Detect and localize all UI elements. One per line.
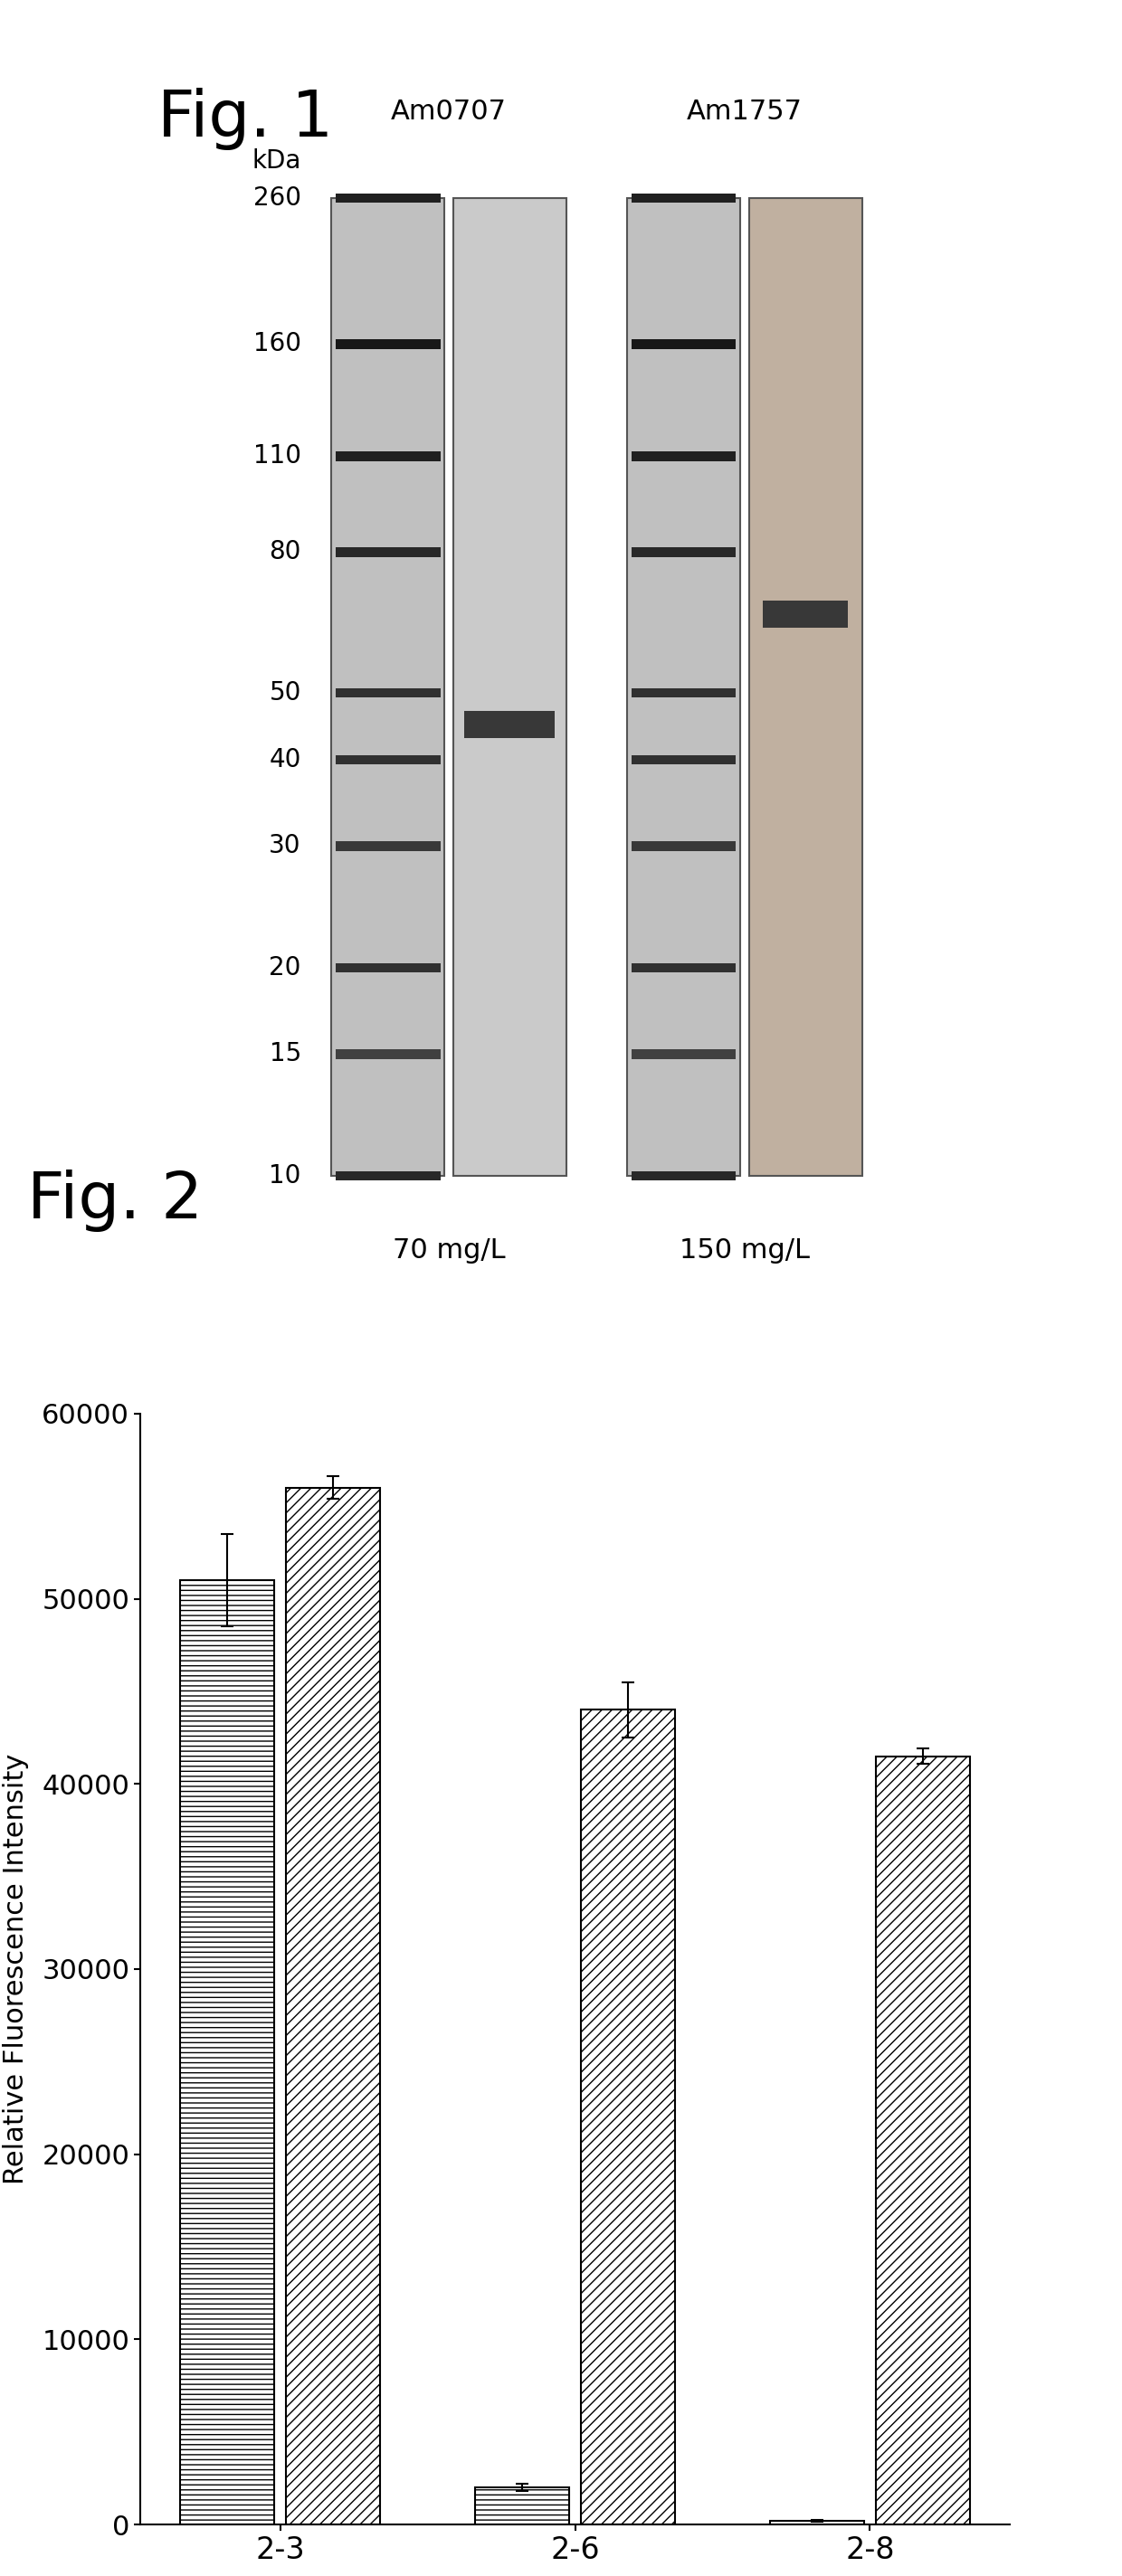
Y-axis label: Relative Fluorescence Intensity: Relative Fluorescence Intensity bbox=[3, 1754, 29, 2184]
Text: 10: 10 bbox=[269, 1164, 301, 1188]
Bar bbox=[453, 198, 567, 1175]
Text: 15: 15 bbox=[269, 1041, 301, 1066]
Bar bbox=[632, 688, 736, 698]
Text: kDa: kDa bbox=[252, 149, 301, 173]
Text: 40: 40 bbox=[269, 747, 301, 773]
Text: 160: 160 bbox=[254, 332, 301, 355]
Text: 150 mg/L: 150 mg/L bbox=[680, 1236, 810, 1262]
Bar bbox=[335, 340, 440, 348]
Bar bbox=[749, 198, 862, 1175]
Bar bbox=[332, 198, 444, 1175]
Bar bbox=[632, 1048, 736, 1059]
Text: 110: 110 bbox=[254, 443, 301, 469]
Bar bbox=[627, 198, 741, 1175]
Text: Fig. 1: Fig. 1 bbox=[157, 88, 333, 149]
Bar bbox=[335, 193, 440, 204]
Bar bbox=[180, 1579, 274, 2524]
Text: Am1757: Am1757 bbox=[687, 98, 802, 124]
Bar bbox=[335, 546, 440, 556]
Bar bbox=[632, 193, 736, 204]
Text: 70 mg/L: 70 mg/L bbox=[393, 1236, 505, 1262]
Bar bbox=[632, 451, 736, 461]
Bar bbox=[632, 1172, 736, 1180]
Bar bbox=[632, 755, 736, 765]
Bar bbox=[335, 1048, 440, 1059]
Bar bbox=[335, 688, 440, 698]
Bar bbox=[632, 340, 736, 348]
Text: Fig. 2: Fig. 2 bbox=[27, 1170, 203, 1231]
Bar bbox=[632, 963, 736, 974]
Bar bbox=[286, 1486, 380, 2524]
Text: 50: 50 bbox=[269, 680, 301, 706]
Bar bbox=[763, 600, 848, 629]
Bar bbox=[581, 1710, 675, 2524]
Text: 260: 260 bbox=[254, 185, 301, 211]
Text: 30: 30 bbox=[269, 835, 301, 858]
Bar bbox=[770, 2522, 864, 2524]
Bar bbox=[465, 711, 555, 737]
Bar bbox=[876, 1757, 971, 2524]
Text: 80: 80 bbox=[269, 538, 301, 564]
Bar bbox=[632, 546, 736, 556]
Text: Am0707: Am0707 bbox=[392, 98, 507, 124]
Bar bbox=[632, 842, 736, 850]
Bar bbox=[475, 2488, 569, 2524]
Bar bbox=[335, 755, 440, 765]
Bar bbox=[335, 842, 440, 850]
Bar bbox=[335, 1172, 440, 1180]
Bar bbox=[335, 451, 440, 461]
Text: 20: 20 bbox=[269, 956, 301, 981]
Bar bbox=[335, 963, 440, 974]
